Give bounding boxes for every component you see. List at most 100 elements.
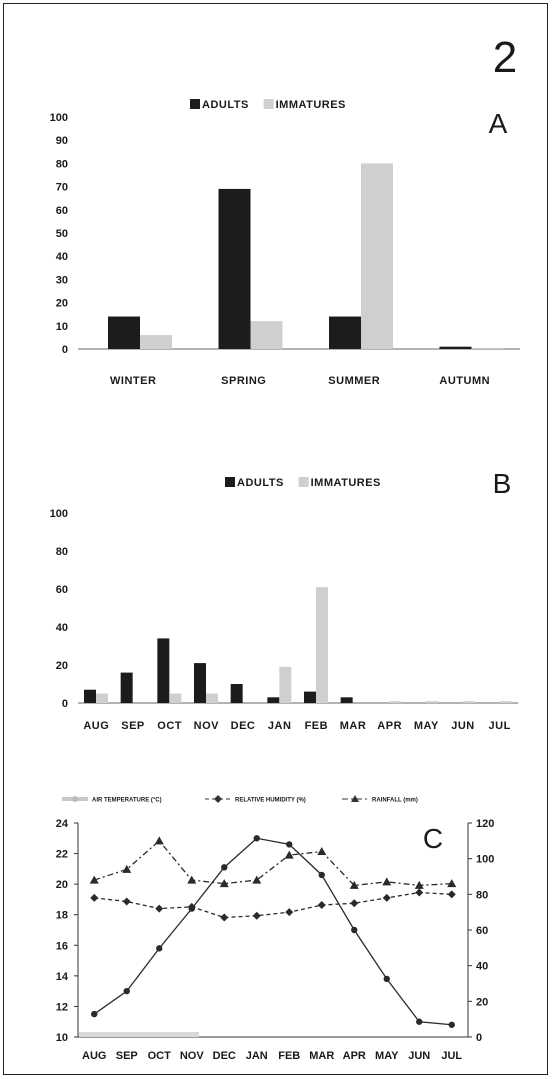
bar-immatures-winter <box>140 335 172 349</box>
legend-swatch-1 <box>263 99 274 109</box>
bar-adults-nov <box>194 663 206 703</box>
series-line-1 <box>94 891 452 919</box>
x-category-label: DEC <box>231 720 256 732</box>
bar-immatures-apr <box>389 701 402 703</box>
y-tick-label: 0 <box>62 698 68 710</box>
y-left-tick-label: 18 <box>56 910 68 922</box>
bar-immatures-jul <box>499 701 512 703</box>
bar-adults-summer <box>329 316 361 349</box>
x-category-label: AUG <box>82 1050 106 1062</box>
x-category-label: SUMMER <box>328 375 380 387</box>
y-left-tick-label: 24 <box>56 818 69 830</box>
x-category-label: JUN <box>451 720 475 732</box>
bar-adults-feb <box>304 691 316 703</box>
point-2 <box>414 880 424 889</box>
bar-adults-dec <box>230 684 243 703</box>
y-right-tick-label: 40 <box>476 961 488 973</box>
y-tick-label: 100 <box>50 112 68 124</box>
x-category-label: AUG <box>83 720 109 732</box>
point-0 <box>253 835 260 842</box>
bar-immatures-jan <box>279 666 292 703</box>
point-0 <box>91 1010 98 1018</box>
x-category-label: JAN <box>268 720 292 732</box>
point-1 <box>187 902 196 911</box>
y-tick-label: 0 <box>62 344 68 356</box>
legend-swatch-0 <box>225 477 235 487</box>
y-tick-label: 80 <box>56 546 68 558</box>
bar-immatures-feb <box>316 587 328 703</box>
point-0 <box>448 1021 455 1028</box>
y-right-tick-label: 80 <box>476 889 488 901</box>
bar-immatures-autumn <box>471 347 504 349</box>
x-category-label: MAY <box>414 720 439 732</box>
legend-label-0: ADULTS <box>202 99 249 111</box>
point-0 <box>286 841 293 848</box>
point-1 <box>122 897 131 906</box>
x-category-label: SEP <box>121 720 145 732</box>
point-2 <box>349 880 359 889</box>
series-line-0 <box>93 837 452 1026</box>
y-left-tick-label: 10 <box>56 1032 68 1044</box>
point-0 <box>351 926 358 934</box>
y-right-tick-label: 100 <box>476 854 494 866</box>
point-0 <box>123 987 130 995</box>
y-right-tick-label: 120 <box>476 818 494 830</box>
x-category-label: NOV <box>180 1050 205 1062</box>
point-2 <box>219 879 229 888</box>
x-category-label: SPRING <box>221 375 266 387</box>
point-0 <box>221 864 228 871</box>
x-category-label: APR <box>343 1050 366 1062</box>
point-2 <box>154 836 164 845</box>
legend-swatch-0 <box>190 99 200 109</box>
legend-marker-2 <box>351 795 359 802</box>
legend-marker-1 <box>214 795 222 803</box>
legend-label-1: RELATIVE HUMIDITY (%) <box>235 798 306 804</box>
x-category-label: APR <box>377 720 402 732</box>
bar-immatures-summer <box>361 163 393 349</box>
y-left-tick-label: 12 <box>56 1001 68 1013</box>
legend-label-1: IMMATURES <box>311 477 381 489</box>
point-2 <box>284 850 294 859</box>
point-2 <box>122 864 132 873</box>
x-category-label: JUN <box>408 1050 430 1062</box>
point-2 <box>447 879 457 888</box>
y-left-tick-label: 16 <box>56 940 68 952</box>
panel-letter: B <box>493 468 512 499</box>
baseline-band <box>79 1032 199 1037</box>
point-1 <box>350 899 359 908</box>
bar-adults-autumn <box>439 346 472 349</box>
bar-adults-sep <box>120 672 133 703</box>
x-category-label: JUL <box>489 720 511 732</box>
x-category-label: MAY <box>375 1050 399 1062</box>
panel-letter: A <box>489 108 508 139</box>
bar-immatures-oct <box>169 693 182 703</box>
point-1 <box>447 890 456 899</box>
y-left-tick-label: 14 <box>56 971 69 983</box>
bar-immatures-aug <box>96 693 108 703</box>
point-0 <box>318 871 325 879</box>
y-tick-label: 70 <box>56 182 68 194</box>
point-1 <box>285 908 294 917</box>
bar-immatures-spring <box>250 321 283 349</box>
panel-c-chart: C 10 12 14 16 18 20 22 24 0 20 40 60 80 100 120 AUG SEP OC… <box>56 795 494 1062</box>
x-category-label: MAR <box>309 1050 334 1062</box>
y-tick-label: 10 <box>56 321 68 333</box>
point-0 <box>383 975 390 983</box>
y-tick-label: 40 <box>56 251 68 263</box>
legend-label-0: ADULTS <box>237 477 284 489</box>
x-category-label: AUTUMN <box>439 375 490 387</box>
y-tick-label: 50 <box>56 228 68 240</box>
point-2 <box>252 875 262 884</box>
y-right-tick-label: 0 <box>476 1032 482 1044</box>
bar-adults-aug <box>84 689 96 703</box>
legend-label-0: AIR TEMPERATURE (°C) <box>92 798 162 804</box>
x-category-label: OCT <box>157 720 182 732</box>
x-category-label: NOV <box>194 720 220 732</box>
point-1 <box>415 888 424 897</box>
y-tick-label: 80 <box>56 158 68 170</box>
y-tick-label: 90 <box>56 135 68 147</box>
point-1 <box>90 893 99 902</box>
point-0 <box>156 945 163 952</box>
point-0 <box>416 1018 423 1025</box>
